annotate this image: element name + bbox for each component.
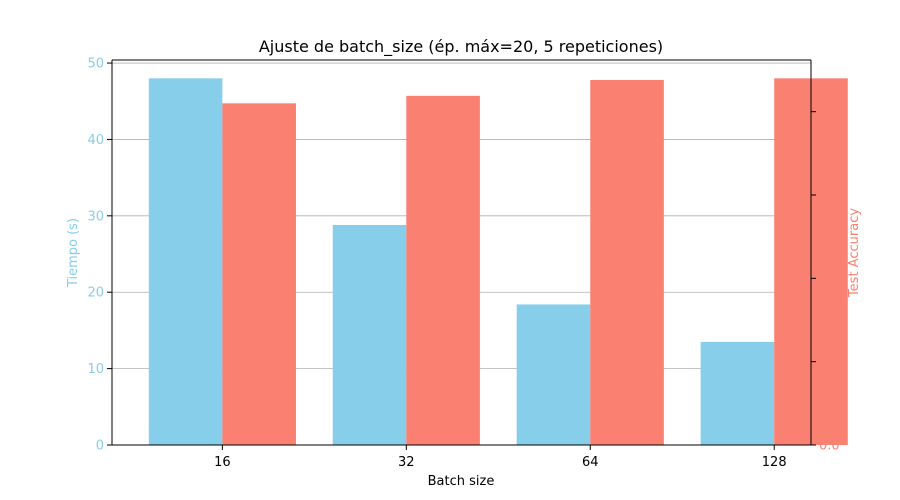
left-tick-label-2: 20 [87,286,104,301]
x-axis-ticks: 16 32 64 128 [214,445,787,470]
right-tick-label-0: 0.0 [819,439,840,454]
bar-tiempo-16 [148,78,223,445]
x-tick-label-32: 32 [398,455,415,470]
right-axis-ticks: 0.0 0.1 0.2 0.3 0.4 [811,105,840,454]
bar-tiempo-32 [332,225,407,445]
right-tick-label-1: 0.1 [819,355,840,370]
bars [148,78,848,445]
chart-title: Ajuste de batch_size (ép. máx=20, 5 repe… [259,37,663,57]
x-axis-label: Batch size [428,474,495,489]
right-axis-label: Test Accuracy [847,208,862,298]
right-tick-label-4: 0.4 [819,105,840,120]
left-tick-label-0: 0 [96,439,104,454]
bar-tiempo-128 [700,341,775,445]
right-tick-label-3: 0.3 [819,189,840,204]
left-tick-label-4: 40 [87,133,104,148]
left-tick-label-5: 50 [87,57,104,72]
bar-accuracy-64 [590,80,664,445]
axes [111,59,812,446]
left-tick-label-3: 30 [87,209,104,224]
left-tick-label-1: 10 [87,362,104,377]
left-axis-ticks: 0 10 20 30 40 50 [87,57,112,454]
x-tick-label-128: 128 [762,455,787,470]
bar-tiempo-64 [516,304,591,445]
right-tick-label-2: 0.2 [819,272,840,287]
x-tick-label-64: 64 [582,455,599,470]
bar-accuracy-32 [406,95,480,445]
bar-accuracy-16 [222,103,296,445]
x-tick-label-16: 16 [214,455,231,470]
left-axis-label: Tiempo (s) [66,218,81,288]
